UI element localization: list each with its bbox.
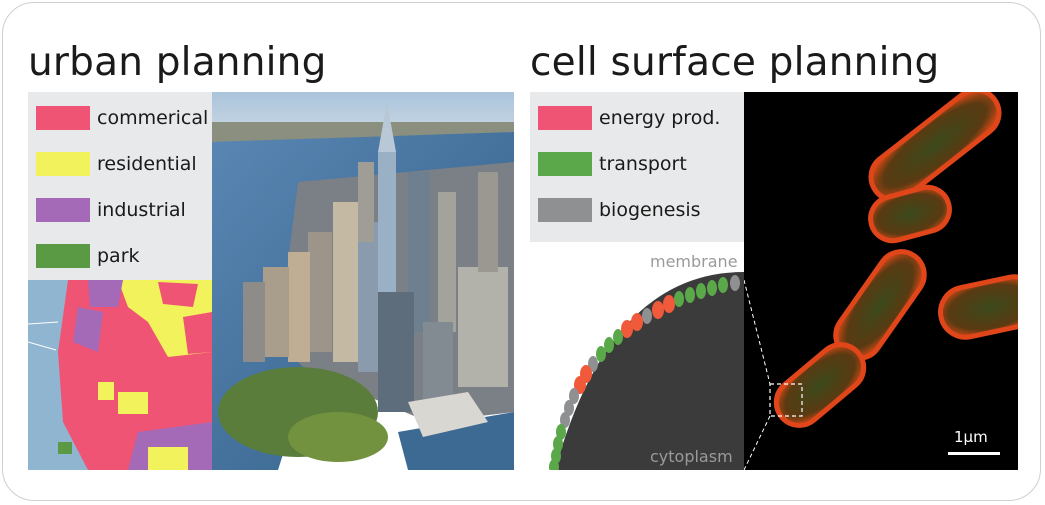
legend-item-energy-prod: energy prod.	[530, 106, 720, 130]
legend-label: biogenesis	[599, 199, 701, 221]
legend-item-transport: transport	[530, 152, 687, 176]
cell-panel: energy prod. transport biogenesis membra…	[530, 92, 1018, 470]
legend-label: industrial	[97, 199, 186, 221]
cell-surface-planning-title: cell surface planning	[530, 40, 940, 85]
swatch-transport	[538, 152, 592, 176]
cytoplasm-label: cytoplasm	[650, 447, 733, 466]
membrane-label: membrane	[650, 252, 738, 271]
urban-panel: commerical residential industrial park	[28, 92, 514, 470]
zoom-box	[769, 383, 803, 417]
legend-item-commerical: commerical	[28, 106, 208, 130]
swatch-energy-prod	[538, 106, 592, 130]
legend-label: commerical	[97, 107, 209, 129]
swatch-residential	[36, 152, 90, 176]
legend-item-residential: residential	[28, 152, 197, 176]
swatch-park	[36, 244, 90, 268]
legend-item-park: park	[28, 244, 140, 268]
legend-label: residential	[97, 153, 197, 175]
legend-item-biogenesis: biogenesis	[530, 198, 701, 222]
urban-legend: commerical residential industrial park	[28, 92, 212, 280]
bacteria	[773, 92, 1018, 428]
legend-label: transport	[599, 153, 687, 175]
membrane-proteins	[549, 275, 740, 470]
cell-microscopy-image	[530, 92, 1018, 470]
swatch-biogenesis	[538, 198, 592, 222]
urban-planning-title: urban planning	[28, 40, 327, 85]
swatch-commerical	[36, 106, 90, 130]
scale-bar	[948, 452, 1000, 455]
scale-bar-label: 1μm	[954, 428, 988, 446]
swatch-industrial	[36, 198, 90, 222]
legend-label: park	[97, 245, 140, 267]
legend-item-industrial: industrial	[28, 198, 186, 222]
legend-label: energy prod.	[599, 107, 721, 129]
cell-legend: energy prod. transport biogenesis	[530, 92, 744, 242]
